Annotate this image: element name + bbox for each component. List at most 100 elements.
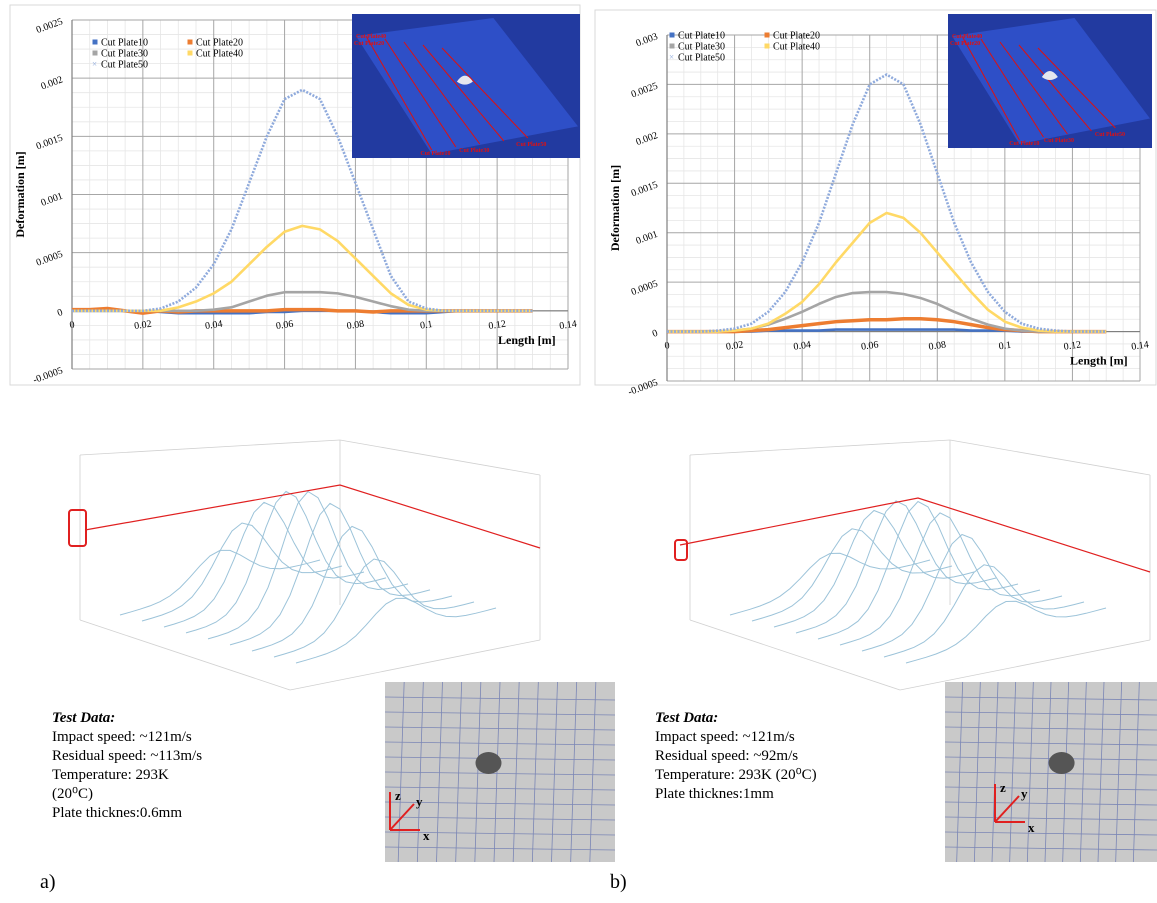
photo-grid <box>973 681 981 863</box>
panel-label: b) <box>610 871 627 893</box>
inset-label: Cut Plate10 <box>420 151 450 157</box>
photo-grid <box>384 801 616 806</box>
inset-label: Cut Plate20 <box>950 41 980 47</box>
x-tick-label: 0.02 <box>133 319 152 332</box>
data-line <box>72 224 533 313</box>
x-tick-label: 0.04 <box>204 319 223 332</box>
photo-grid <box>944 711 1157 716</box>
x-tick-label: 0.1 <box>998 340 1012 353</box>
plot3d-wireframe <box>883 564 1085 658</box>
plot3d-wireframe <box>185 490 387 634</box>
photo-grid <box>384 831 616 836</box>
plot3d-frame <box>689 439 951 456</box>
legend-label: Cut Plate40 <box>196 49 243 60</box>
inset-cut-line <box>999 41 1068 135</box>
inset-label: Cut Plate20 <box>354 41 384 47</box>
x-tick-label: 0.14 <box>559 319 578 332</box>
legend-symbol <box>92 50 98 56</box>
inset-label: Cut Plate10 <box>1009 141 1039 147</box>
photo-grid <box>1097 681 1105 863</box>
photo-axis <box>389 803 415 831</box>
photo-grid <box>1115 681 1123 863</box>
photo-grid <box>384 816 616 821</box>
photo-grid <box>455 681 463 863</box>
inset-cut-line <box>961 35 1020 141</box>
legend-symbol: × <box>669 52 674 62</box>
legend-label: Cut Plate10 <box>678 31 725 42</box>
legend-label: Cut Plate20 <box>196 38 243 49</box>
plot3d-frame <box>689 619 901 691</box>
photo-plate <box>945 682 1157 862</box>
plot3d-wireframe <box>251 525 453 652</box>
photo-grid <box>944 741 1157 746</box>
plot3d-wireframe <box>839 512 1041 646</box>
plot3d-frame <box>949 439 1151 476</box>
plot3d-red-line <box>84 484 541 549</box>
y-tick-label: 0 <box>651 328 659 340</box>
x-tick-label: 0.14 <box>1131 339 1150 352</box>
photo-axis-label: y <box>1021 786 1028 801</box>
test-data-line: (20⁰C) <box>52 786 93 802</box>
x-tick-label: 0.04 <box>793 339 812 352</box>
photo-grid <box>1026 681 1034 863</box>
photo-grid <box>551 681 558 863</box>
x-tick-label: 0.12 <box>488 319 507 332</box>
plot3d-red-line <box>679 497 1151 573</box>
photo-grid <box>570 681 578 863</box>
inset-label: Cut Plate30 <box>1044 138 1074 144</box>
legend-label: Cut Plate30 <box>101 49 148 60</box>
photo-grid <box>944 771 1157 776</box>
photo-grid <box>944 831 1157 836</box>
photo-grid <box>384 846 616 851</box>
photo-grid <box>436 681 443 863</box>
x-tick-label: 0.08 <box>928 339 947 352</box>
plot3d-wireframe <box>163 501 365 628</box>
plot3d-wireframe <box>861 533 1063 652</box>
photo-axis-label: x <box>423 828 430 843</box>
photo-grid <box>493 681 501 863</box>
photo-grid <box>384 771 616 776</box>
legend-symbol <box>669 43 675 49</box>
photo-grid <box>1079 681 1087 863</box>
photo-grid <box>944 726 1157 731</box>
inset-cut-line <box>422 44 505 142</box>
data-line <box>667 211 1107 333</box>
plot3d-wireframe <box>119 549 321 616</box>
legend-label: Cut Plate20 <box>773 31 820 42</box>
photo-plate <box>385 682 615 862</box>
inset-hole <box>456 75 473 85</box>
photo-grid <box>384 741 616 746</box>
test-data-line: Impact speed: ~121m/s <box>655 729 795 745</box>
legend-symbol <box>669 32 675 38</box>
photo-grid <box>416 681 424 863</box>
y-axis-title: Deformation [m] <box>13 151 27 237</box>
plot3d-highlight <box>68 509 87 547</box>
photo-axis-label: y <box>416 794 423 809</box>
test-data-title: Test Data: <box>52 710 115 726</box>
plot3d-wireframe <box>751 528 953 622</box>
test-data-line: Temperature: 293K (20⁰C) <box>655 767 817 783</box>
photo-grid <box>944 801 1157 806</box>
inset-cut-line <box>365 35 433 151</box>
photo-grid <box>991 681 999 863</box>
plot3d-wireframe <box>295 597 497 664</box>
test-data-line: Residual speed: ~113m/s <box>52 748 202 764</box>
test-data-line: Impact speed: ~121m/s <box>52 729 192 745</box>
photo-grid <box>384 726 616 731</box>
inset-label: Cut Plate50 <box>516 142 546 148</box>
photo-grid <box>589 681 597 863</box>
legend-symbol <box>187 39 193 45</box>
plot3d-frame <box>339 439 541 476</box>
legend-symbol: × <box>92 59 97 69</box>
plot3d-wireframe <box>141 522 343 622</box>
plot3d-wireframe <box>905 600 1107 664</box>
photo-grid <box>944 786 1157 791</box>
x-axis-title: Length [m] <box>1070 354 1128 368</box>
photo-grid <box>474 681 482 863</box>
plot3d-wireframe <box>729 552 931 616</box>
inset-cut-line <box>980 38 1044 138</box>
inset-label: Cut Plate30 <box>459 148 489 154</box>
test-data-line: Temperature: 293K <box>52 767 169 783</box>
legend-symbol <box>187 50 193 56</box>
legend-symbol <box>764 43 770 49</box>
